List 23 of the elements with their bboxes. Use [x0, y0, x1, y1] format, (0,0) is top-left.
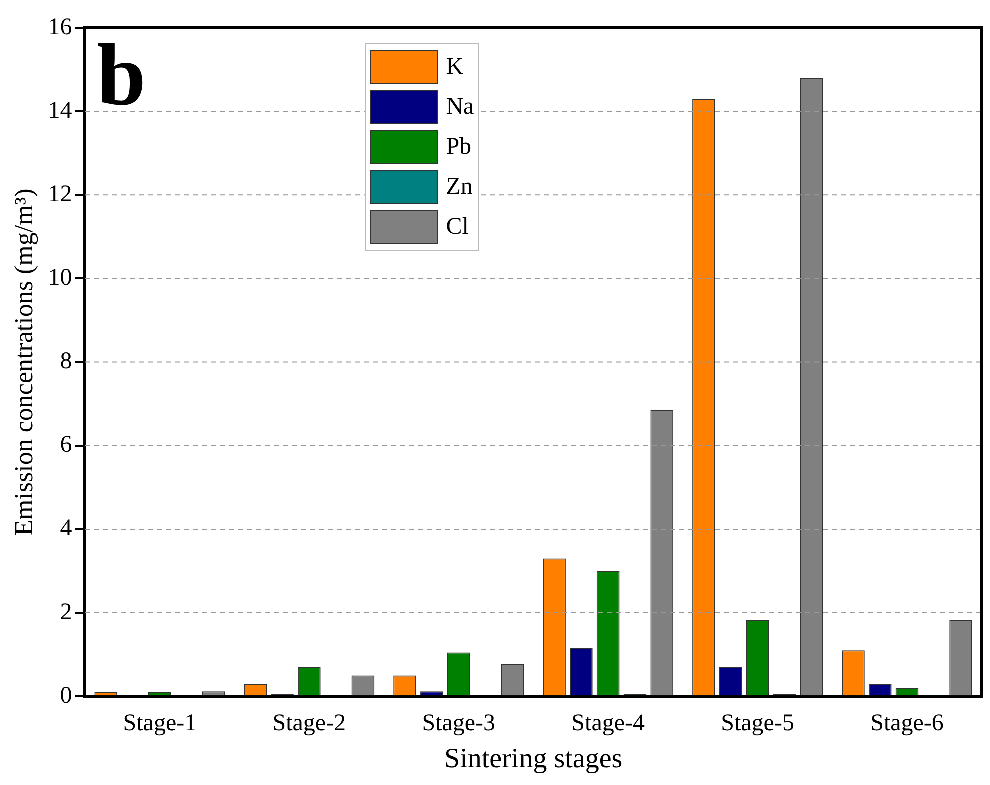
x-axis-title: Sintering stages [444, 744, 623, 775]
legend-label: Pb [446, 134, 472, 160]
annotation: b [97, 28, 146, 125]
legend-label: Na [446, 94, 474, 120]
y-tick-label: 16 [48, 14, 72, 40]
y-tick-label: 6 [60, 432, 72, 458]
y-tick-label: 10 [48, 265, 72, 292]
x-tick-label: Stage-5 [721, 710, 794, 736]
x-tick-label: Stage-2 [272, 710, 346, 736]
legend-label: Cl [446, 214, 469, 240]
legend-label: Zn [446, 174, 473, 200]
y-tick-label: 4 [60, 516, 72, 542]
x-tick-label: Stage-6 [870, 710, 944, 736]
legend-label: K [446, 54, 464, 80]
y-tick-label: 8 [60, 348, 72, 375]
y-axis-title: Emission concentrations (mg/m³) [9, 188, 38, 536]
y-tick-label: 14 [48, 98, 72, 124]
y-tick-label: 0 [60, 682, 72, 709]
y-tick-label: 2 [60, 599, 72, 626]
y-tick-label: 12 [48, 181, 72, 208]
x-tick-label: Stage-3 [422, 710, 496, 736]
x-tick-label: Stage-4 [572, 710, 645, 736]
x-tick-label: Stage-1 [123, 710, 197, 736]
